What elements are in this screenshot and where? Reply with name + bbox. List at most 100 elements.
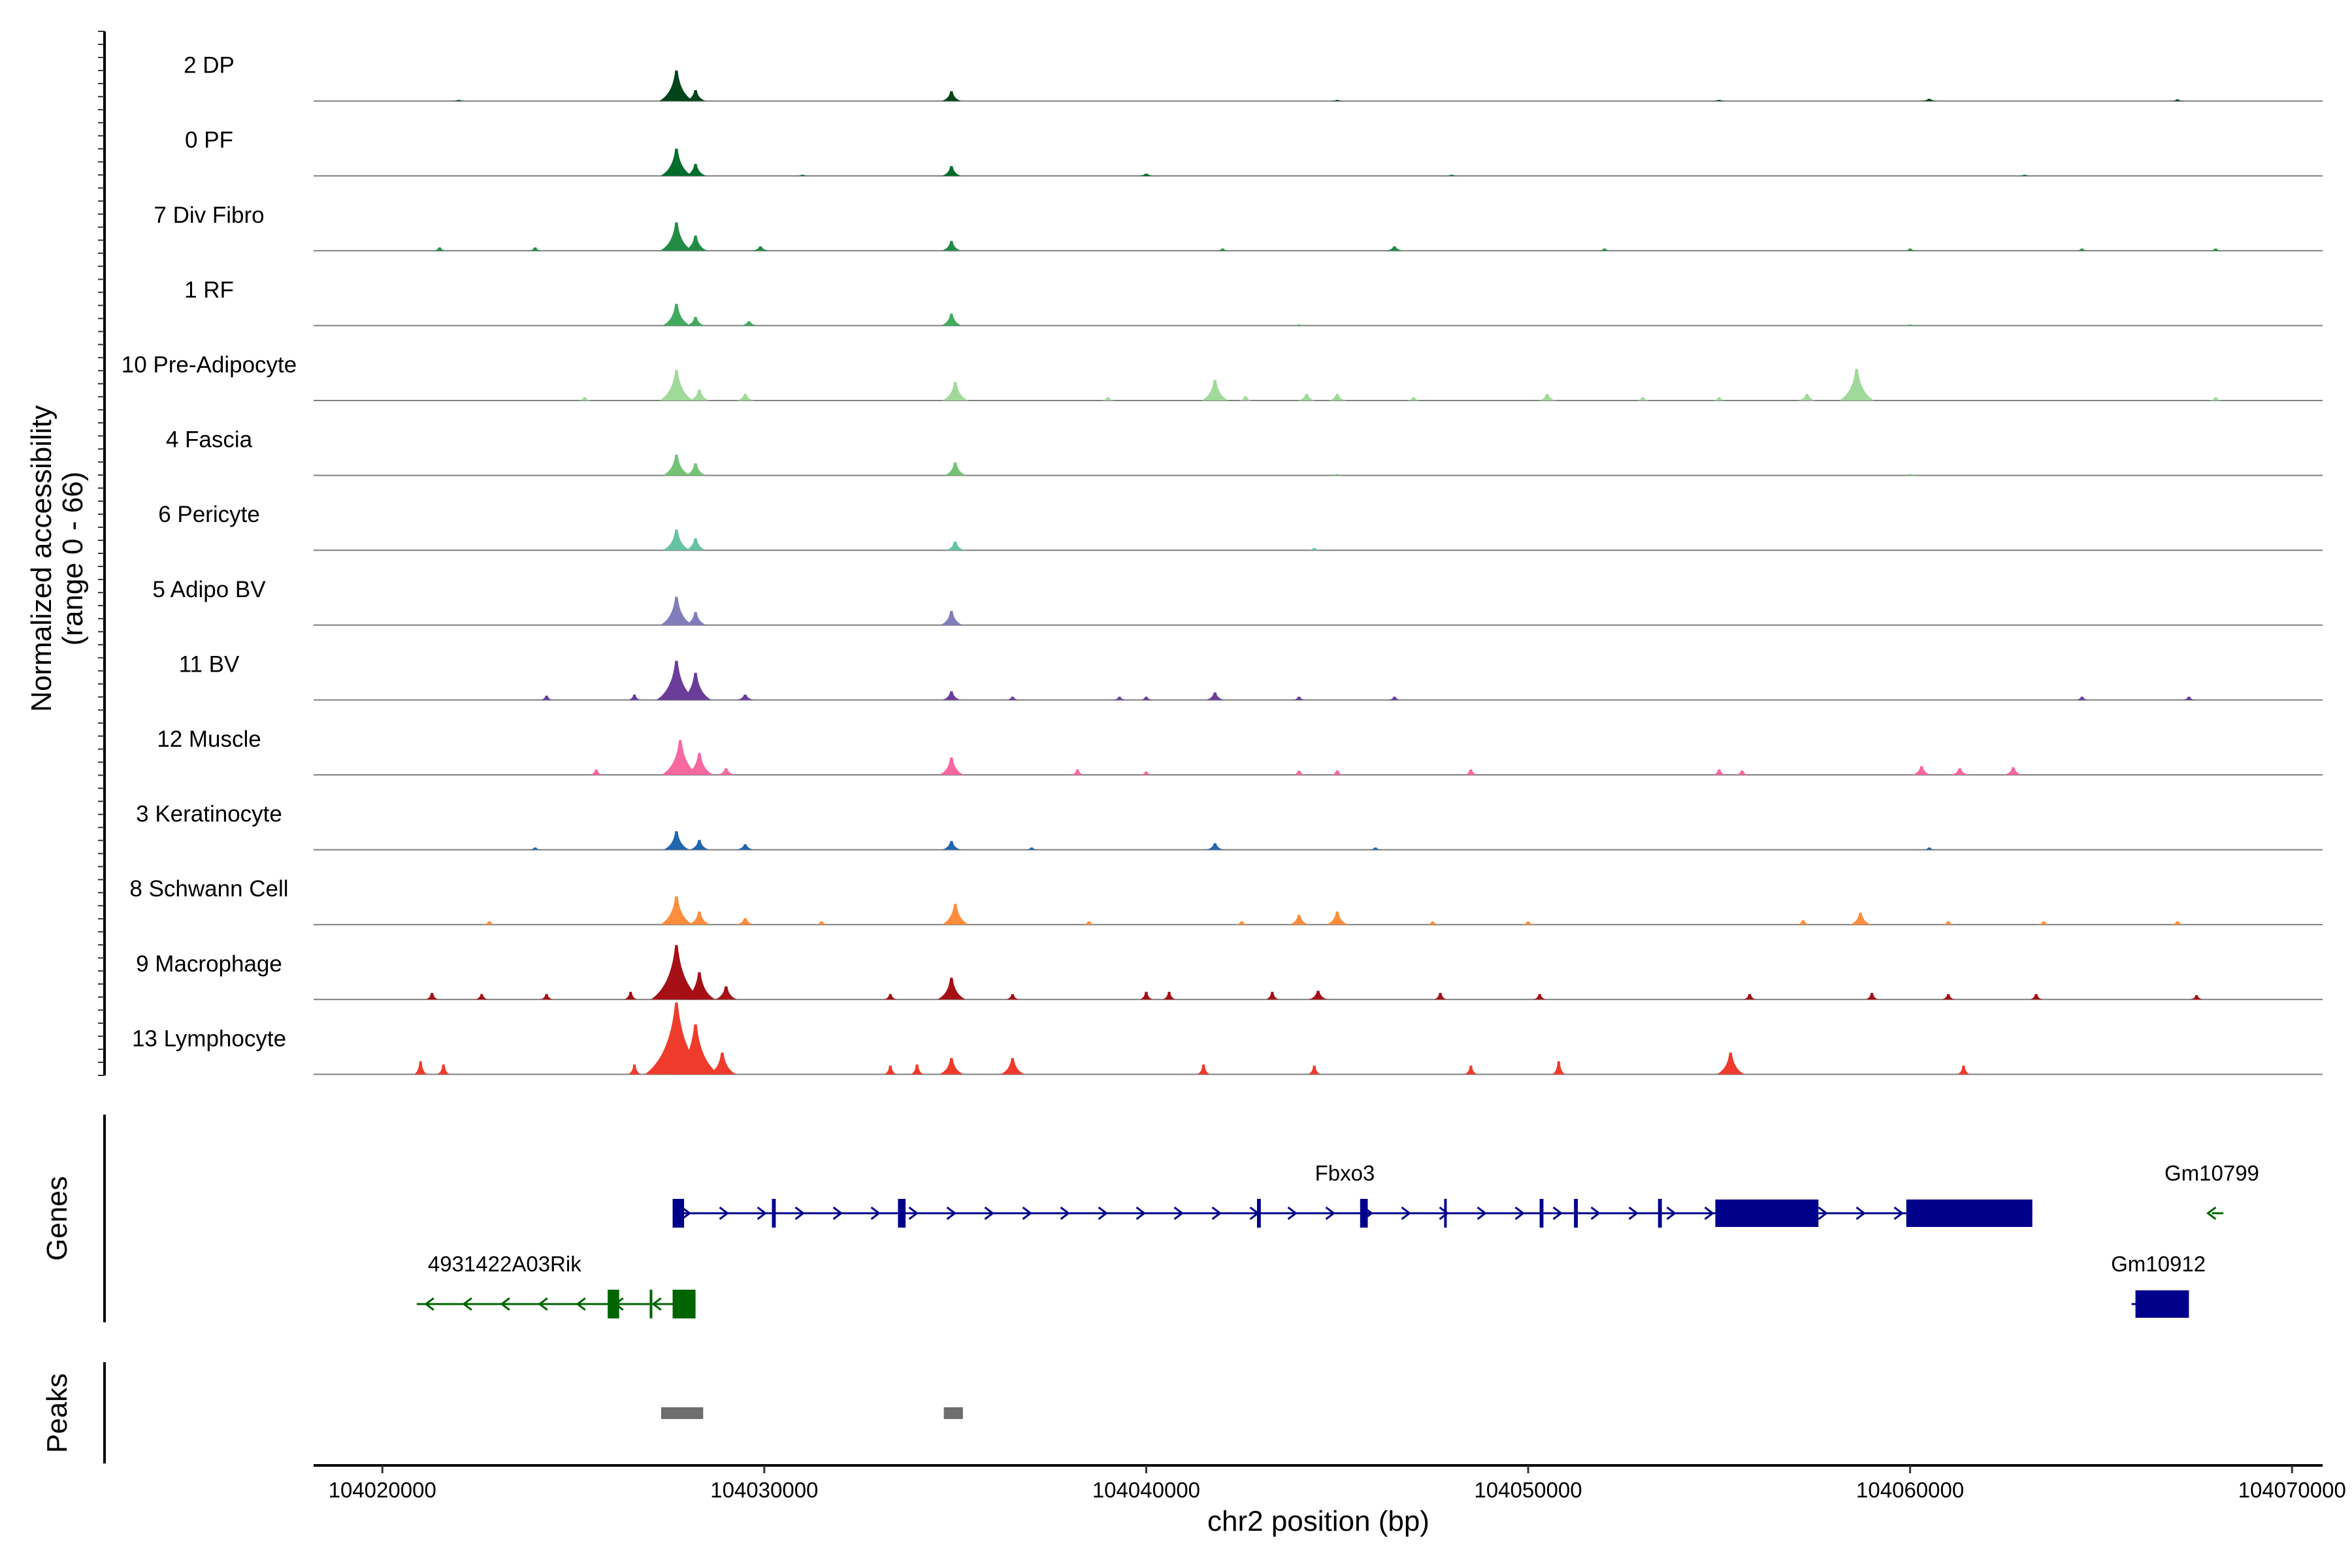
coverage-minor-peak: [414, 1061, 427, 1075]
coverage-peak: [941, 240, 962, 251]
coverage-minor-peak: [1903, 474, 1917, 476]
coverage-minor-peak: [1903, 248, 1917, 251]
y-axis-title-line2: (range 0 - 66): [57, 472, 89, 646]
coverage-peak: [1538, 394, 1557, 400]
track-11-bv: 11 BV: [179, 651, 2323, 701]
coverage-minor-peak: [2029, 994, 2043, 1000]
coverage-peak: [1000, 1058, 1025, 1075]
strand-arrow: [1060, 1206, 1071, 1220]
coverage-peak: [660, 596, 693, 625]
track-label: 11 BV: [179, 651, 240, 677]
gene-label: Gm10912: [2111, 1252, 2206, 1276]
coverage-peak: [939, 1058, 964, 1075]
track-6-pericyte: 6 Pericyte: [158, 502, 2323, 551]
x-axis-title: chr2 position (bp): [1207, 1505, 1429, 1537]
coverage-peak: [679, 672, 712, 700]
coverage-peak: [1205, 843, 1224, 850]
coverage-peak: [685, 90, 706, 101]
track-1-rf: 1 RF: [184, 277, 2323, 327]
coverage-minor-peak: [1942, 921, 1955, 925]
coverage-peak: [1308, 990, 1328, 1000]
coverage-minor-peak: [2209, 248, 2223, 251]
coverage-minor-peak: [1330, 474, 1344, 476]
coverage-minor-peak: [1235, 921, 1249, 925]
track-label: 4 Fascia: [166, 427, 253, 453]
track-4-fascia: 4 Fascia: [166, 427, 2323, 476]
coverage-peak: [1297, 394, 1316, 400]
x-axis-tick-label: 104040000: [1092, 1478, 1200, 1502]
coverage-minor-peak: [1292, 696, 1306, 700]
track-10-pre-adipocyte: 10 Pre-Adipocyte: [122, 352, 2323, 401]
track-label: 9 Macrophage: [136, 951, 282, 977]
coverage-minor-peak: [2190, 995, 2204, 1000]
coverage-minor-peak: [1464, 1066, 1478, 1075]
track-label: 8 Schwann Cell: [129, 876, 288, 902]
coverage-minor-peak: [1712, 397, 1726, 400]
coverage-peak: [651, 945, 702, 1000]
coverage-peak: [662, 529, 691, 551]
coverage-minor-peak: [1139, 696, 1153, 700]
strand-arrow: [757, 1206, 768, 1220]
coverage-minor-peak: [1197, 1064, 1211, 1075]
gene-exon: [1715, 1200, 1819, 1227]
strand-arrow: [946, 1206, 957, 1220]
gene-exon: [2135, 1290, 2189, 1318]
strand-arrow: [984, 1206, 995, 1220]
strand-arrow: [1590, 1206, 1601, 1220]
coverage-peak: [944, 462, 967, 476]
coverage-minor-peak: [1796, 920, 1810, 925]
gene-exon: [772, 1199, 776, 1228]
coverage-peak: [1205, 692, 1224, 700]
coverage-tracks: 2 DP 0 PF 7 Div Fibro 1 RF 10 Pre-Adipocyte 4…: [122, 53, 2323, 1075]
strand-arrow: [1098, 1206, 1109, 1220]
coverage-peak: [689, 840, 710, 850]
gene-exon: [672, 1199, 685, 1228]
coverage-peak: [1850, 912, 1872, 925]
coverage-peak: [941, 691, 961, 700]
coverage-minor-peak: [1139, 992, 1153, 1000]
strand-arrow: [1855, 1206, 1867, 1220]
coverage-minor-peak: [1433, 992, 1447, 1000]
coverage-peak: [660, 896, 693, 925]
coverage-peak: [940, 314, 962, 326]
coverage-peak: [1137, 173, 1156, 176]
gene-label: 4931422A03Rik: [428, 1252, 581, 1276]
coverage-minor-peak: [1071, 769, 1085, 775]
coverage-peak: [683, 235, 708, 251]
coverage-minor-peak: [529, 847, 542, 850]
x-axis-tick-label: 104030000: [710, 1478, 818, 1502]
gene-models: Fbxo3 Gm10799 4931422A03Rik Gm10912: [416, 1161, 2259, 1318]
track-8-schwann-cell: 8 Schwann Cell: [129, 876, 2323, 926]
strand-arrow: [1439, 1206, 1450, 1220]
coverage-peak: [1328, 394, 1347, 400]
gene-exon: [1658, 1199, 1662, 1228]
track-3-keratinocyte: 3 Keratinocyte: [136, 802, 2323, 851]
coverage-minor-peak: [2170, 921, 2184, 925]
coverage-peak: [656, 661, 697, 700]
strand-arrow: [908, 1206, 919, 1220]
coverage-minor-peak: [628, 694, 642, 700]
coverage-peak: [1919, 99, 1938, 101]
coverage-peak: [1797, 394, 1816, 400]
coverage-minor-peak: [815, 921, 828, 925]
coverage-peak: [685, 463, 707, 476]
coverage-peak: [708, 1053, 737, 1075]
coverage-peak: [683, 972, 716, 1000]
strand-arrow: [538, 1297, 548, 1311]
coverage-minor-peak: [1025, 847, 1039, 850]
coverage-minor-peak: [452, 99, 466, 101]
coverage-peak: [945, 541, 965, 551]
coverage-minor-peak: [1522, 921, 1535, 925]
strand-arrow: [2206, 1206, 2217, 1220]
coverage-minor-peak: [1922, 847, 1936, 850]
coverage-minor-peak: [1903, 324, 1917, 326]
strand-arrow: [832, 1206, 843, 1220]
gene-exon: [672, 1290, 696, 1318]
coverage-minor-peak: [1330, 770, 1344, 775]
coverage-minor-peak: [482, 921, 496, 925]
coverage-peak: [685, 753, 714, 775]
coverage-minor-peak: [2018, 174, 2032, 176]
coverage-peak: [685, 317, 706, 326]
strand-arrow: [681, 1206, 692, 1220]
coverage-minor-peak: [1292, 324, 1306, 326]
